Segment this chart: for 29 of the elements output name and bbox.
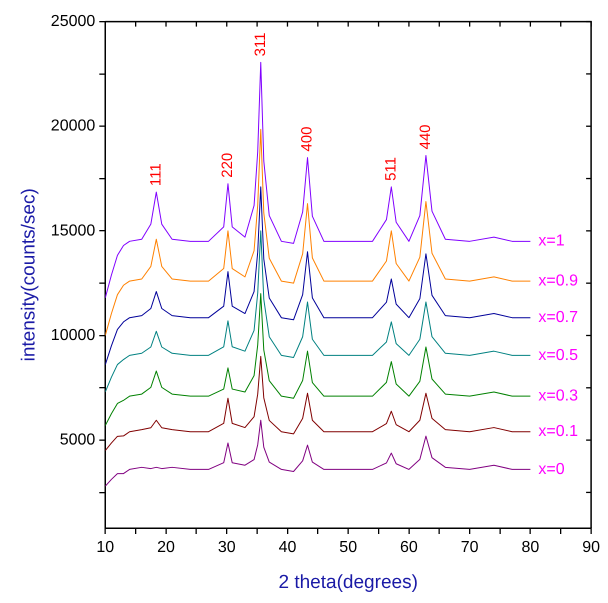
x-axis-title: 2 theta(degrees) [278, 572, 418, 593]
x-tick-label: 20 [157, 539, 176, 556]
series-label: x=0.3 [538, 388, 578, 405]
series-label: x=0.7 [538, 309, 578, 326]
y-tick-label: 20000 [50, 118, 96, 135]
annotation: 111 [147, 163, 164, 186]
y-tick-label: 5000 [60, 432, 96, 449]
x-tick-label: 40 [278, 539, 296, 556]
x-tick-label: 30 [218, 539, 236, 556]
x-tick-label: 80 [521, 539, 540, 556]
series-label: x=0.5 [538, 346, 578, 364]
y-axis-title: intensity(counts/sec) [18, 188, 40, 362]
annotation: 311 [252, 32, 269, 56]
series-label: x=0.1 [538, 423, 578, 440]
y-tick-label: 25000 [50, 13, 96, 30]
annotation: 511 [382, 156, 400, 181]
x-tick-label: 60 [400, 539, 418, 556]
x-tick-label: 70 [460, 539, 479, 556]
annotation: 400 [298, 126, 316, 152]
y-tick-label: 10000 [50, 326, 96, 344]
series-label: x=0 [538, 460, 565, 478]
annotation: 440 [417, 124, 434, 150]
y-tick-label: 15000 [50, 222, 96, 240]
series-label: x=0.9 [538, 272, 578, 290]
x-tick-label: 50 [339, 539, 358, 556]
annotation: 220 [219, 152, 236, 178]
x-tick-label: 90 [582, 539, 600, 556]
series-label: x=1 [538, 232, 565, 250]
x-tick-label: 10 [96, 539, 114, 556]
